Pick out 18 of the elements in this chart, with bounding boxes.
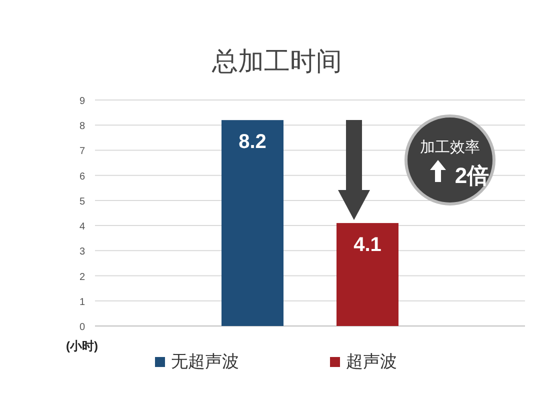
y-tick-label: 3 — [79, 246, 86, 258]
data-label: 4.1 — [354, 234, 382, 256]
annotation: 加工效率 — [420, 139, 480, 156]
legend-label: 无超声波 — [171, 352, 239, 371]
y-axis-title: (小时) — [66, 339, 98, 353]
y-tick-label: 9 — [79, 96, 86, 107]
y-tick-label: 1 — [79, 296, 86, 308]
chart-title: 总加工时间 — [211, 46, 342, 76]
y-tick-label: 7 — [79, 146, 86, 158]
annotation: 2倍 — [454, 163, 490, 188]
data-label: 8.2 — [238, 131, 266, 154]
y-tick-label: 0 — [79, 322, 86, 333]
y-tick-label: 5 — [79, 196, 86, 208]
y-tick-label: 6 — [79, 171, 86, 182]
legend-label: 超声波 — [346, 352, 397, 371]
y-tick-label: 2 — [79, 272, 86, 283]
y-tick-label: 8 — [79, 121, 86, 132]
y-tick-label: 4 — [79, 222, 86, 233]
